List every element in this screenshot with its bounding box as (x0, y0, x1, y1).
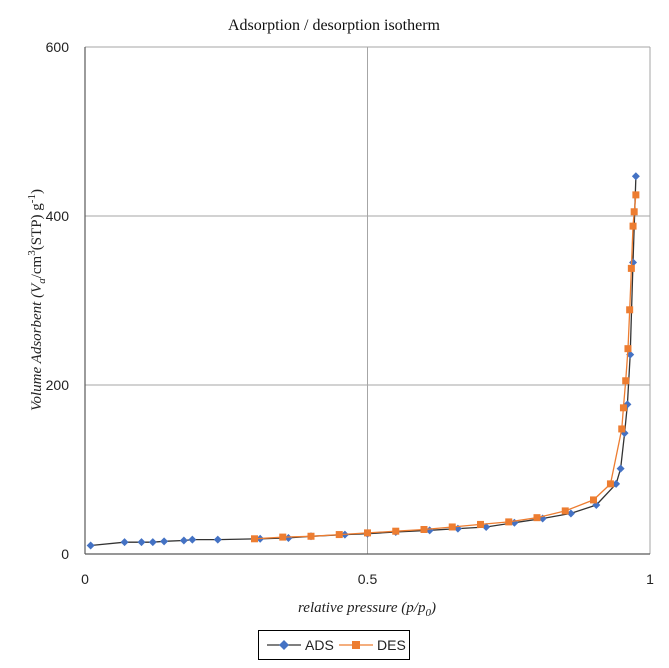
data-point-des (279, 533, 287, 541)
data-point-des (622, 377, 630, 385)
y-axis-title-a: Volume Adsorbent (V (29, 282, 45, 411)
x-axis-title: relative pressure (p/p0) (298, 600, 436, 619)
data-point-ads (86, 541, 95, 550)
data-point-des (420, 525, 428, 533)
series (86, 172, 640, 550)
data-point-des (618, 425, 626, 433)
data-point-des (505, 518, 513, 526)
gridlines (84, 46, 651, 555)
y-tick-label: 600 (46, 39, 70, 55)
data-point-des (533, 514, 541, 522)
x-tick-label: 0.5 (358, 571, 378, 587)
legend-marker-des (339, 641, 373, 649)
legend: ADS DES (258, 630, 410, 660)
data-point-des (561, 507, 569, 515)
y-axis-title: Volume Adsorbent (Va/cm3(STP) g-1) (26, 189, 48, 411)
data-point-des (619, 404, 627, 412)
data-point-des (448, 523, 456, 531)
y-tick-label: 400 (46, 208, 70, 224)
data-point-ads (179, 536, 188, 545)
data-point-des (477, 520, 484, 528)
legend-label-ads: ADS (305, 637, 334, 653)
data-point-des (392, 527, 400, 535)
y-axis-title-sup-c: -1 (26, 194, 38, 203)
x-tick-label: 0 (81, 571, 89, 587)
y-tick-label: 0 (61, 546, 69, 562)
data-point-des (624, 345, 632, 353)
series-line-ads (90, 176, 637, 547)
data-point-ads (120, 538, 129, 547)
x-axis-title-main: relative pressure (p/p (298, 600, 426, 616)
data-point-ads (188, 535, 197, 544)
data-point-des (632, 191, 640, 199)
data-point-des (626, 306, 634, 314)
data-point-ads (284, 533, 293, 542)
data-point-des (629, 222, 637, 230)
data-point-ads (566, 509, 575, 518)
data-point-ads (160, 537, 169, 546)
axes (84, 47, 650, 555)
legend-item-des: DES (339, 631, 406, 659)
y-tick-label: 200 (46, 377, 70, 393)
y-axis-title-sup-b: 3 (26, 250, 38, 256)
data-point-des (307, 532, 315, 540)
y-axis-title-c: (STP) g (29, 203, 45, 251)
y-axis-title-sub-a: a (36, 278, 48, 284)
data-point-ads (612, 479, 621, 488)
legend-label-des: DES (377, 637, 406, 653)
data-point-des (335, 531, 343, 539)
data-point-ads (482, 522, 491, 531)
y-axis-title-b: /cm (29, 255, 45, 278)
data-point-ads (631, 172, 640, 181)
data-point-des (364, 529, 371, 537)
x-tick-label: 1 (646, 571, 654, 587)
data-point-ads (148, 538, 157, 547)
data-point-ads (616, 464, 625, 473)
data-point-des (251, 535, 258, 543)
x-axis-title-end: ) (430, 600, 436, 616)
series-ads (86, 172, 640, 550)
x-axis-title-sub: 0 (425, 607, 431, 619)
data-point-des (627, 264, 635, 272)
series-des (251, 191, 640, 543)
tick-labels: 0 200 400 600 0 0.5 1 (46, 39, 654, 587)
legend-item-ads: ADS (267, 631, 334, 659)
data-point-ads (137, 538, 146, 547)
series-line-des (254, 194, 637, 540)
data-point-des (606, 480, 614, 488)
data-point-ads (213, 535, 222, 544)
chart-title: Adsorption / desorption isotherm (228, 17, 441, 34)
legend-marker-ads (267, 640, 301, 650)
data-point-des (630, 208, 638, 216)
y-axis-title-d: ) (29, 189, 45, 194)
data-point-des (590, 496, 597, 504)
